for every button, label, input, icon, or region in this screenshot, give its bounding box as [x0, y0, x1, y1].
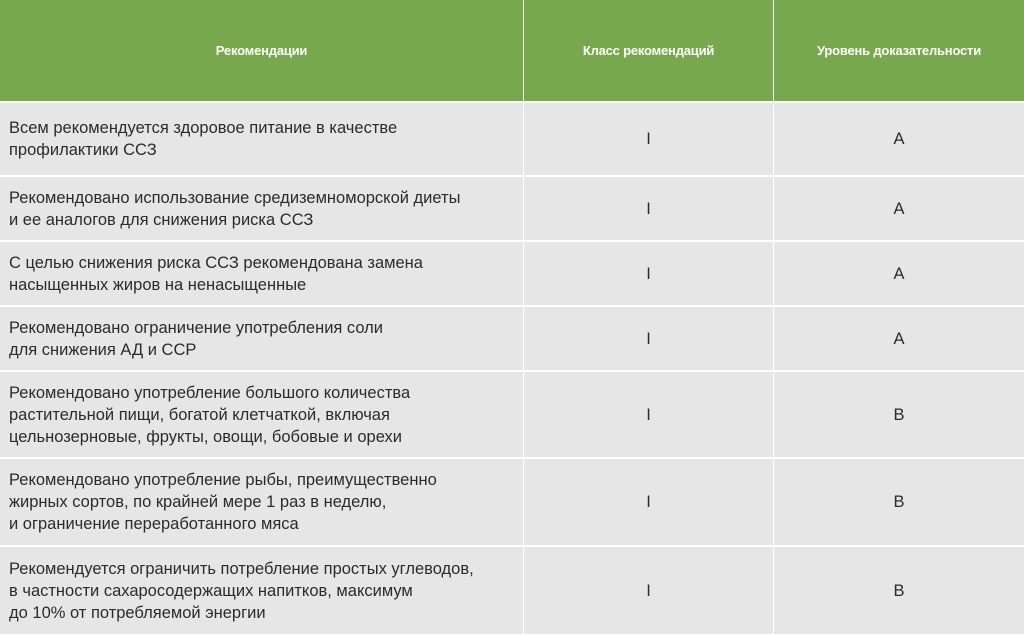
recommendation-text: С целью снижения риска ССЗ рекомендована…	[0, 242, 524, 305]
recommendation-class: I	[524, 177, 774, 240]
evidence-level: A	[893, 130, 905, 148]
recommendation-text: Рекомендовано употребление большого коли…	[0, 372, 524, 457]
header-recommendation-class: Класс рекомендаций	[524, 0, 774, 101]
header-evidence-level: Уровень доказательности	[816, 43, 982, 58]
recommendation-text: Рекомендовано употребление рыбы, преимущ…	[0, 459, 524, 545]
table-row: Рекомендовано использование средиземномо…	[0, 177, 1024, 242]
evidence-level: B	[893, 493, 905, 511]
evidence-level: B	[893, 405, 905, 424]
evidence-level: A	[893, 199, 905, 218]
table-row: Рекомендуется ограничить потребление про…	[0, 547, 1024, 634]
evidence-level: A	[893, 264, 905, 283]
table-row: Рекомендовано употребление рыбы, преимущ…	[0, 459, 1024, 547]
table-header: Рекомендации Класс рекомендаций Уровень …	[0, 0, 1024, 103]
table-row: Рекомендовано ограничение употребления с…	[0, 307, 1024, 372]
recommendation-class: I	[524, 372, 774, 457]
evidence-level: A	[893, 329, 905, 348]
recommendation-class: I	[524, 307, 774, 370]
table-row: Рекомендовано употребление большого коли…	[0, 372, 1024, 459]
recommendation-text: Рекомендуется ограничить потребление про…	[0, 547, 524, 634]
recommendation-text: Рекомендовано использование средиземномо…	[0, 177, 524, 240]
recommendation-class: I	[524, 547, 774, 634]
recommendation-class: I	[524, 242, 774, 305]
recommendation-class: I	[524, 103, 774, 175]
recommendation-text: Всем рекомендуется здоровое питание в ка…	[0, 103, 524, 175]
evidence-level: B	[893, 581, 905, 600]
table-row: Всем рекомендуется здоровое питание в ка…	[0, 103, 1024, 177]
table-row: С целью снижения риска ССЗ рекомендована…	[0, 242, 1024, 307]
header-recommendations: Рекомендации	[0, 0, 524, 101]
recommendation-class: I	[524, 459, 774, 545]
recommendation-text: Рекомендовано ограничение употребления с…	[0, 307, 524, 370]
